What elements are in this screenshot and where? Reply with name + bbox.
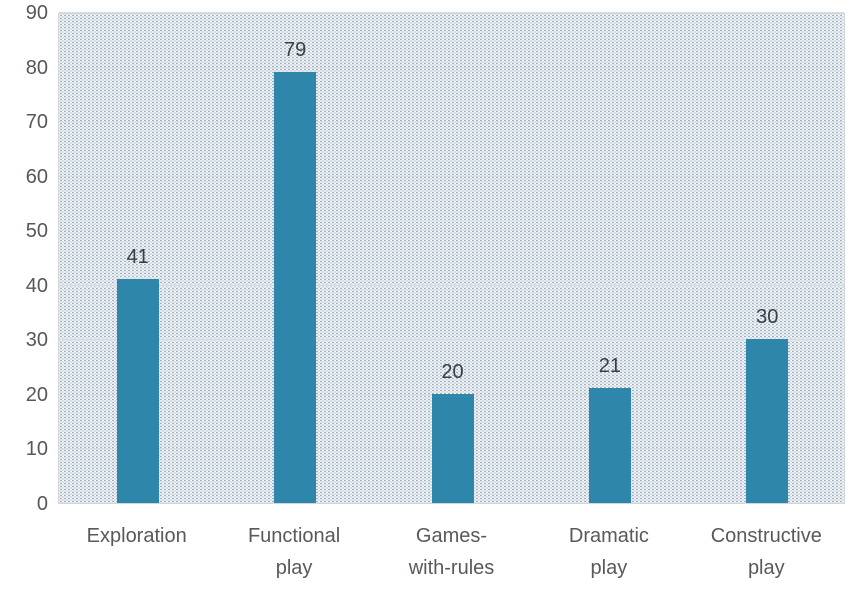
x-category-label-line: Exploration [86, 525, 187, 547]
bar-value-label: 20 [441, 360, 464, 383]
bar-dramatic-play [588, 388, 631, 503]
y-tick-label: 70 [25, 111, 48, 134]
y-tick-label: 80 [25, 56, 48, 79]
y-tick-label: 10 [25, 438, 48, 461]
x-category-label-line: Functional [247, 525, 341, 547]
x-category-label-line: Constructive [710, 525, 822, 547]
y-tick-label: 50 [25, 220, 48, 243]
y-tick-label: 0 [36, 493, 48, 515]
bar-value-label: 41 [126, 246, 149, 269]
gridline [59, 12, 844, 13]
bar-value-label: 30 [756, 306, 779, 329]
gridline [59, 284, 844, 286]
gridline [59, 121, 844, 123]
gridline [59, 230, 844, 232]
x-category-label-line: with-rules [408, 557, 495, 579]
y-tick-label: 90 [25, 2, 48, 24]
x-category-label-line: play [275, 557, 313, 579]
plot-area: 41 79 20 21 30 [58, 12, 845, 504]
bar-constructive-play [746, 339, 789, 503]
gridline [59, 339, 844, 341]
bar-functional-play [274, 72, 317, 503]
gridline [59, 66, 844, 68]
bar-value-label: 79 [283, 39, 307, 62]
x-category-label-line: play [590, 557, 628, 579]
x-category-label: Dramatic play [530, 520, 687, 584]
y-tick-label: 20 [25, 383, 48, 406]
gridline [59, 175, 844, 177]
y-tick-label: 40 [25, 274, 48, 297]
bar-games-with-rules [431, 393, 474, 503]
x-category-label-line: Dramatic [568, 525, 649, 547]
x-category-label-line: play [747, 557, 785, 579]
x-category-label: Exploration [58, 520, 215, 552]
bar-value-label: 21 [598, 355, 622, 378]
x-category-label: Constructive play [688, 520, 845, 584]
y-tick-label: 60 [25, 165, 48, 188]
x-category-label: Games-with-rules [373, 520, 530, 584]
y-tick-label: 30 [25, 329, 48, 352]
bar-exploration [116, 279, 159, 503]
x-category-label: Functional play [215, 520, 372, 584]
x-category-label-line: Games- [415, 525, 488, 547]
